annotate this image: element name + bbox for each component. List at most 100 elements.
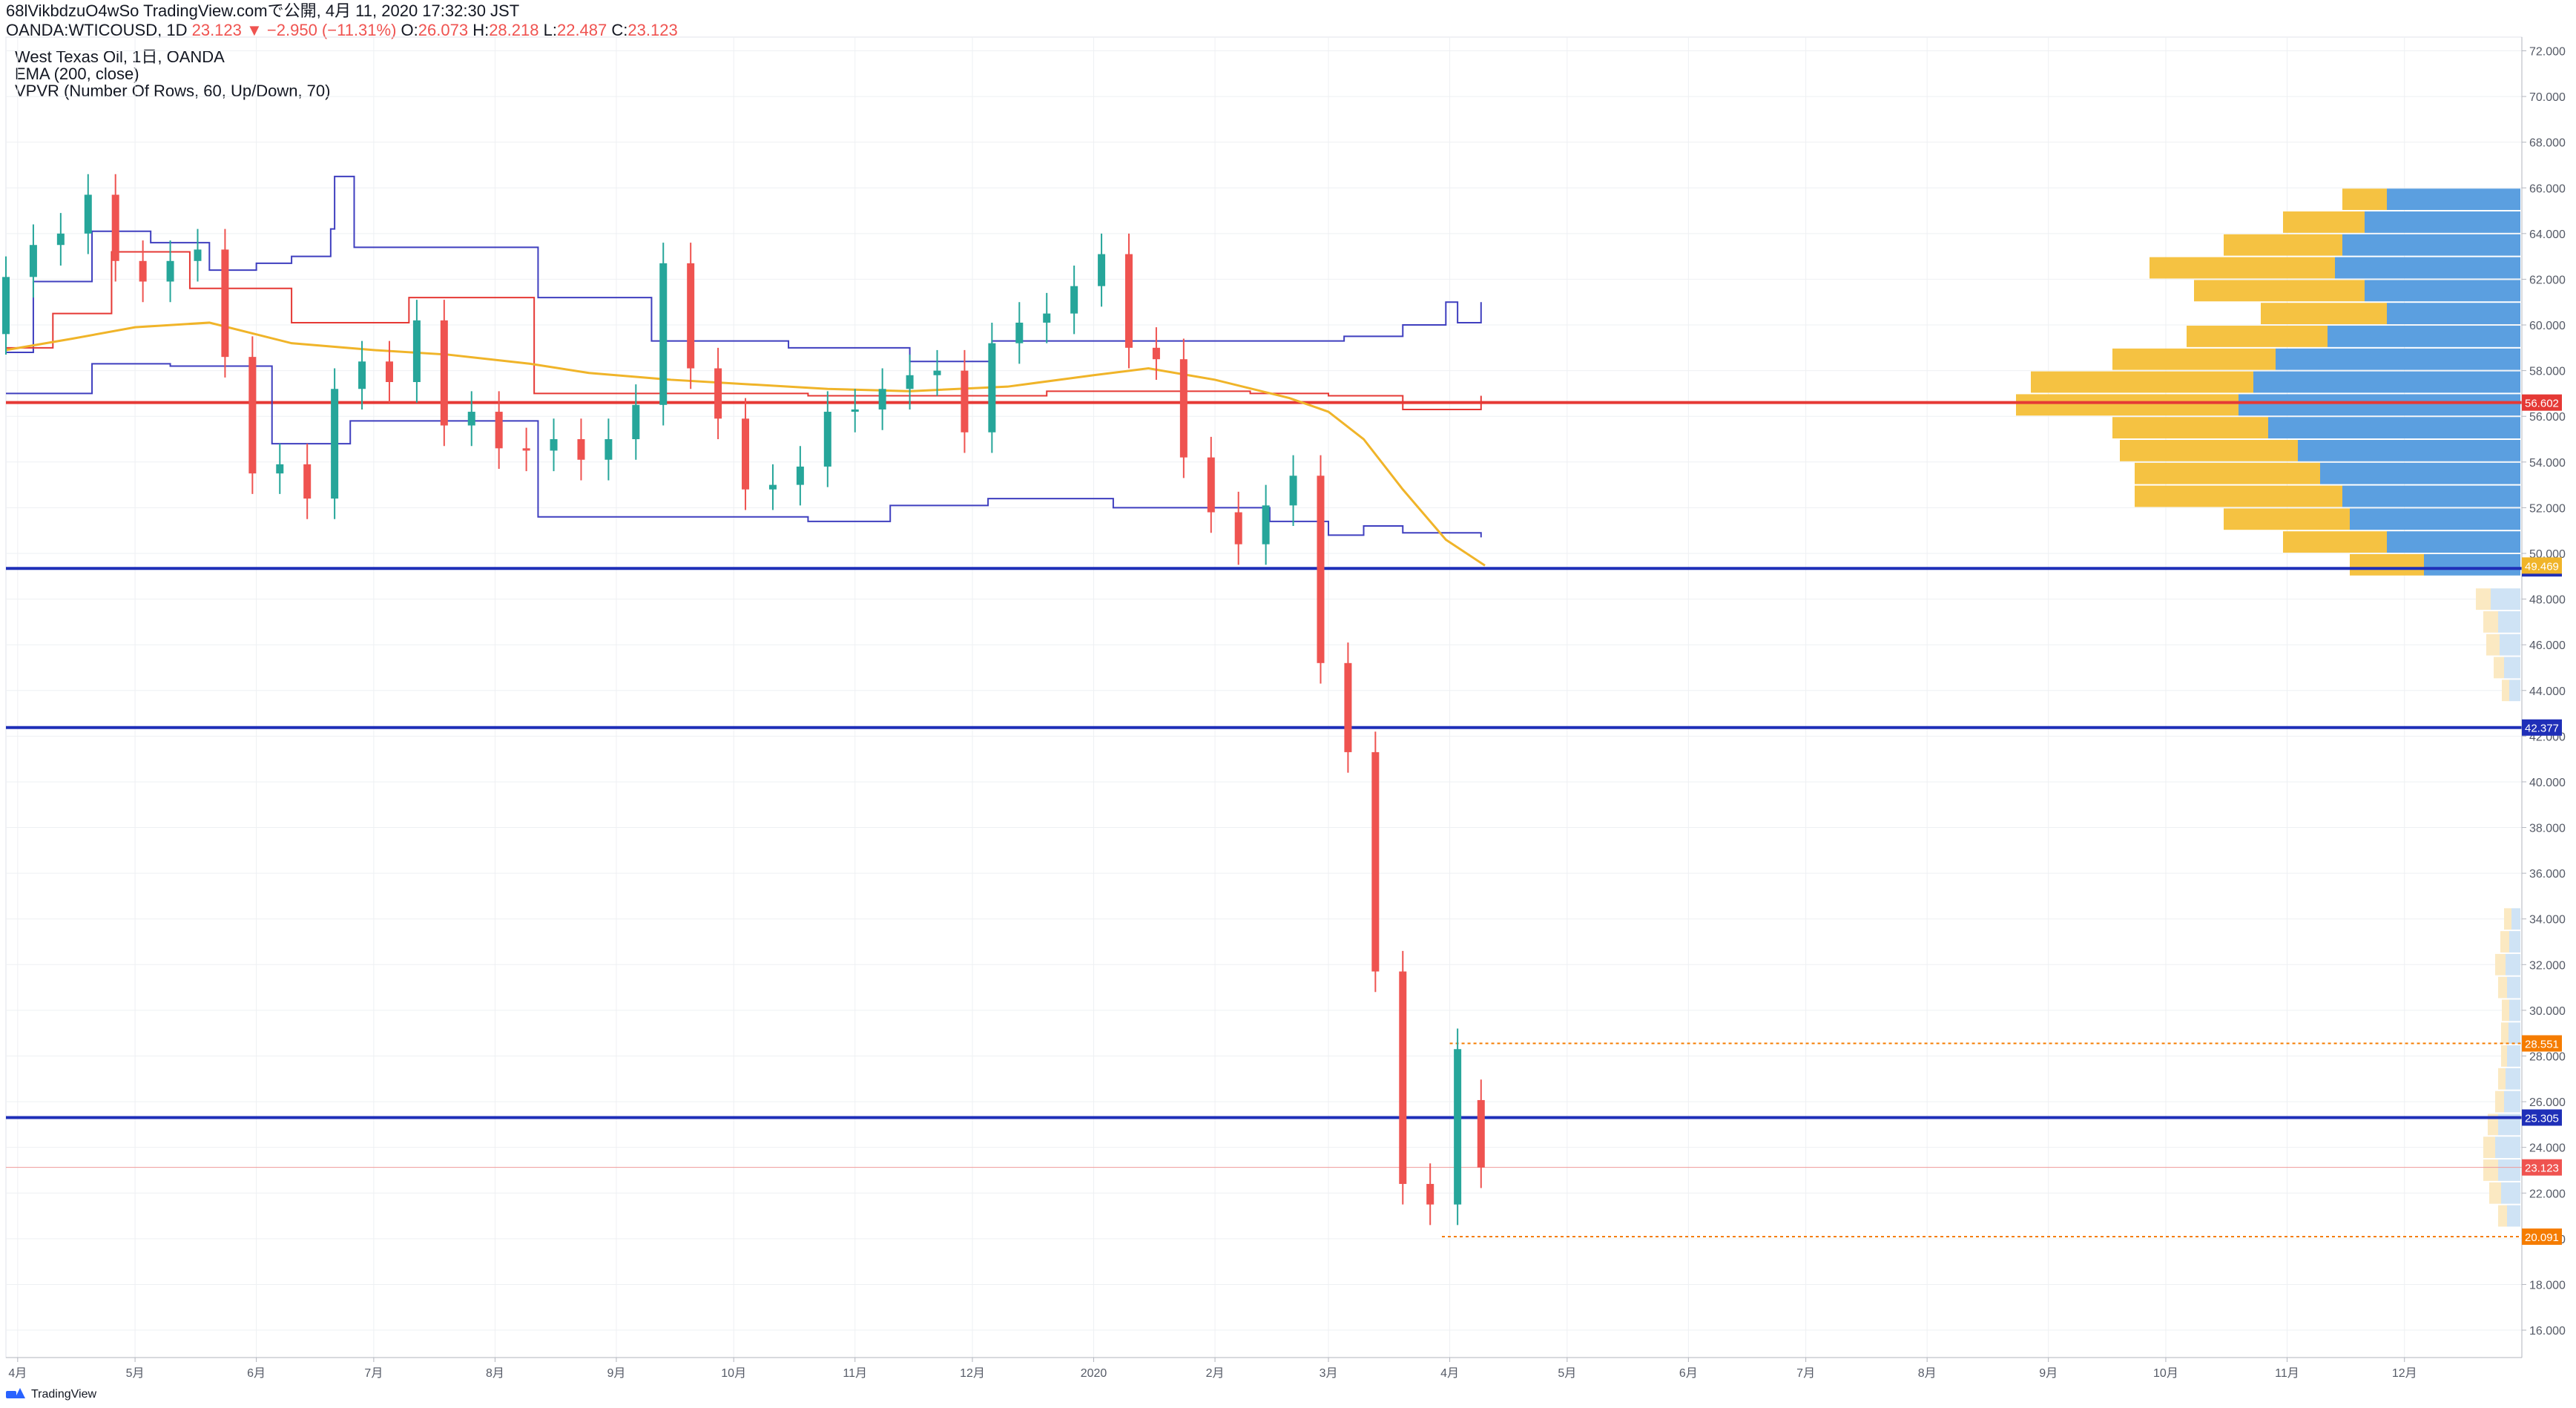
candle-body [1234, 512, 1242, 545]
candle-body [1399, 971, 1407, 1184]
open-label: O: [401, 21, 418, 39]
candle-body [906, 375, 914, 389]
legend-ema[interactable]: EMA (200, close) [15, 65, 139, 83]
x-tick-label: 9月 [607, 1367, 625, 1380]
candle-body [851, 409, 859, 412]
vp-down-bar [2224, 508, 2350, 530]
candle-body [878, 389, 886, 409]
vp-up-bar [2350, 508, 2520, 530]
vp-up-bar [2328, 326, 2520, 347]
candle-body [29, 245, 37, 277]
y-tick-label: 66.000 [2529, 182, 2566, 195]
vp-down-bar [2261, 303, 2387, 325]
y-tick-label: 40.000 [2529, 777, 2566, 789]
candle-body [440, 320, 448, 426]
candle-body [1179, 359, 1187, 458]
candle-body [385, 361, 393, 383]
chart-header: 68lVikbdzuO4wSo TradingView.comで公開, 4月 1… [6, 1, 678, 40]
vp-up-bar [2509, 931, 2520, 953]
vp-down-bar [2194, 280, 2365, 302]
vp-up-bar [2276, 348, 2520, 370]
candle-body [577, 439, 585, 460]
candle-body [1043, 313, 1051, 323]
y-tick-label: 64.000 [2529, 228, 2566, 241]
x-tick-label: 6月 [1679, 1367, 1698, 1380]
close-label: C: [611, 21, 628, 39]
legend-series[interactable]: West Texas Oil, 1日, OANDA [15, 47, 225, 66]
x-tick-label: 9月 [2039, 1367, 2058, 1380]
candle-body [933, 370, 941, 375]
candle-body [1098, 254, 1106, 286]
candle-body [605, 439, 613, 460]
price-label: 49.469 [2525, 560, 2559, 573]
candle-body [742, 418, 750, 490]
vp-down-bar [2483, 611, 2498, 633]
vp-up-bar [2500, 634, 2520, 656]
vp-up-bar [2342, 234, 2520, 256]
y-tick-label: 38.000 [2529, 823, 2566, 835]
vp-down-bar [2504, 908, 2511, 930]
channel-red-line [6, 251, 1482, 410]
vp-down-bar [2342, 188, 2387, 211]
vp-down-bar [2498, 976, 2507, 999]
x-tick-label: 8月 [486, 1367, 504, 1380]
publish-line: 68lVikbdzuO4wSo TradingView.comで公開, 4月 1… [6, 1, 520, 20]
candle-body [358, 361, 366, 389]
price-label: 28.551 [2525, 1039, 2559, 1051]
vp-down-bar [2489, 1182, 2501, 1204]
volume-profile [2016, 188, 2520, 1227]
legend-vpvr[interactable]: VPVR (Number Of Rows, 60, Up/Down, 70) [15, 82, 331, 100]
high-value: 28.218 [489, 21, 539, 39]
price-label-bg [2522, 1159, 2562, 1176]
candle-body [659, 263, 668, 405]
y-tick-label: 46.000 [2529, 639, 2566, 652]
price-label: 42.377 [2525, 723, 2559, 735]
vp-up-bar [2268, 417, 2520, 439]
vp-up-bar [2253, 371, 2520, 393]
vp-down-bar [2488, 1113, 2498, 1136]
candle-body [687, 263, 695, 369]
vp-up-bar [2495, 1136, 2520, 1159]
y-tick-label: 36.000 [2529, 868, 2566, 881]
vp-up-bar [2504, 1090, 2520, 1113]
y-tick-label: 62.000 [2529, 274, 2566, 286]
x-tick-label: 4月 [8, 1367, 27, 1380]
candle-body [961, 370, 969, 432]
vp-up-bar [2387, 303, 2520, 325]
price-axis: 16.00018.00020.00022.00024.00026.00028.0… [2521, 37, 2566, 1358]
y-tick-label: 18.000 [2529, 1279, 2566, 1292]
vp-up-bar [2491, 588, 2520, 610]
open-value: 26.073 [418, 21, 469, 39]
y-tick-label: 70.000 [2529, 91, 2566, 104]
ohlc-line: OANDA:WTICOUSD, 1D 23.123 ▼ −2.950 (−11.… [6, 21, 678, 40]
ema-200-line [5, 321, 1486, 567]
symbol-label: OANDA:WTICOUSD, 1D [6, 21, 188, 39]
y-tick-label: 26.000 [2529, 1096, 2566, 1109]
vp-up-bar [2365, 211, 2520, 233]
candle-body [1015, 322, 1024, 343]
brand-label[interactable]: TradingView [31, 1388, 97, 1401]
candle-body [111, 194, 119, 261]
price-labels: 56.60249.34442.37725.30528.55120.09149.4… [2522, 394, 2562, 1246]
price-label-bg [2522, 557, 2562, 574]
x-tick-label: 2月 [1206, 1367, 1225, 1380]
vp-down-bar [2031, 371, 2253, 393]
vp-down-bar [2498, 1205, 2507, 1227]
x-tick-label: 10月 [2153, 1367, 2178, 1380]
vp-up-bar [2387, 531, 2520, 553]
candle-body [714, 368, 722, 419]
vp-down-bar [2483, 1136, 2495, 1159]
vp-down-bar [2120, 440, 2298, 461]
y-tick-label: 56.000 [2529, 411, 2566, 424]
x-tick-label: 8月 [1918, 1367, 1937, 1380]
candle-body [1317, 476, 1325, 663]
x-tick-label: 7月 [364, 1367, 383, 1380]
tradingview-logo-icon [6, 1388, 25, 1401]
y-tick-label: 72.000 [2529, 45, 2566, 58]
vp-down-bar [2498, 1067, 2506, 1090]
price-label: 25.305 [2525, 1112, 2559, 1125]
close-value: 23.123 [627, 21, 678, 39]
candle-body [467, 412, 475, 426]
y-tick-label: 32.000 [2529, 959, 2566, 972]
